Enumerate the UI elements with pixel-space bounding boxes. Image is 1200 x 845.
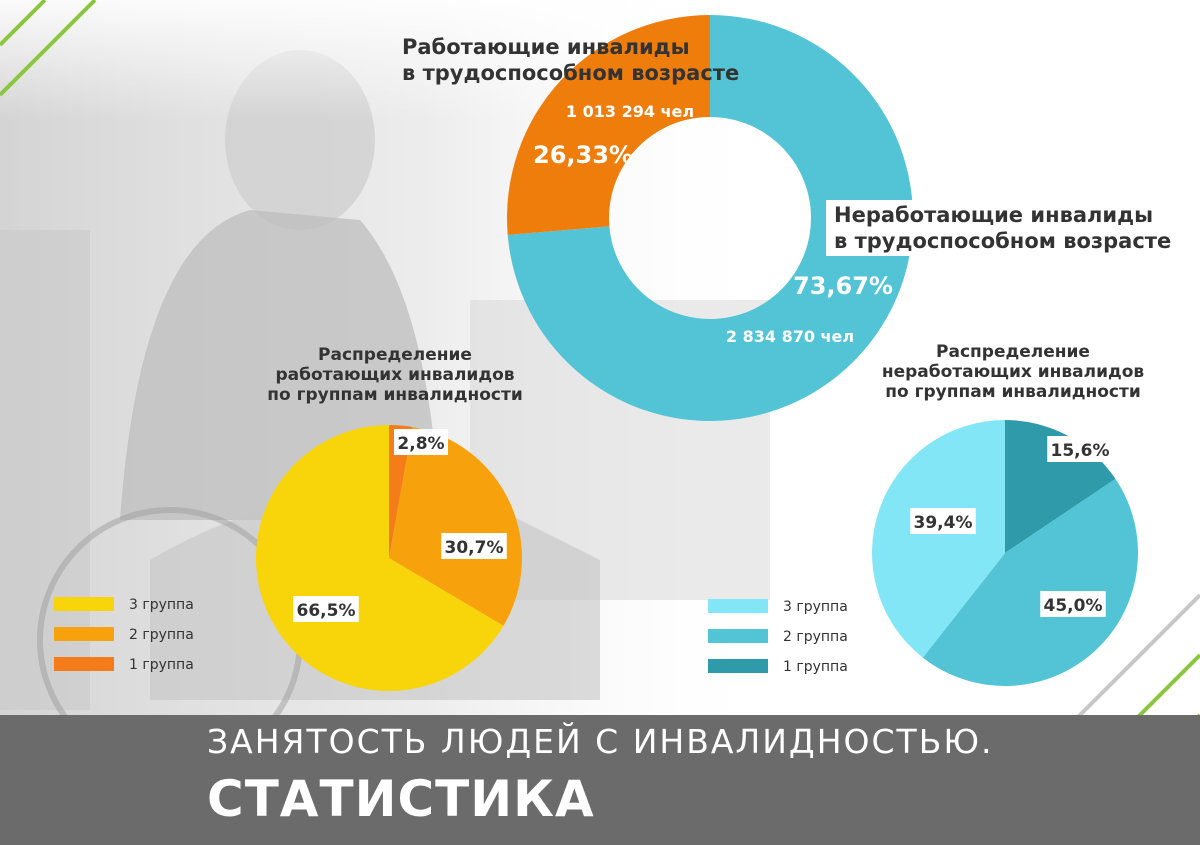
working-pie-title-line1: Распределение: [318, 345, 472, 365]
working-pie-slice-group3: [256, 424, 504, 691]
nonworking-legend-swatch-2: [708, 629, 768, 643]
working-legend-swatch-3: [54, 597, 114, 611]
working-pie-label-box-group3: [293, 596, 359, 622]
working-legend-item-1: 1 группа: [129, 657, 194, 673]
donut-slice-working: [507, 15, 710, 235]
working-pie-label-box-group2: [441, 533, 507, 559]
nonworking-legend-item-1: 1 группа: [783, 659, 848, 675]
nonworking-pie-title: Распределение неработающих инвалидов по …: [858, 342, 1168, 402]
nonworking-pie-slice-group2: [922, 478, 1138, 686]
donut-nonworking-title-line2: в трудоспособном возрасте: [834, 229, 1172, 253]
working-pie-label-group1: 2,8%: [397, 434, 444, 454]
donut-nonworking-count-label: 2 834 870 чел: [726, 327, 854, 346]
working-pie-title-line2: работающих инвалидов: [275, 365, 515, 385]
footer-subtitle: СТАТИСТИКА: [207, 770, 595, 828]
working-pie-chart: 2,8% 30,7% 66,5%: [256, 424, 522, 691]
nonworking-legend-swatch-3: [708, 599, 768, 613]
donut-working-title: Работающие инвалиды в трудоспособном воз…: [402, 34, 739, 86]
working-pie-title-line3: по группам инвалидности: [267, 385, 523, 405]
working-pie-label-group3: 66,5%: [297, 601, 356, 621]
working-pie-slice-group1: [389, 425, 413, 558]
nonworking-pie-slice-group3: [872, 420, 1005, 658]
donut-nonworking-percent-label: 73,67%: [793, 272, 893, 300]
donut-working-title-line1: Работающие инвалиды: [402, 35, 690, 59]
donut-working-title-line2: в трудоспособном возрасте: [402, 61, 740, 85]
working-pie-title: Распределение работающих инвалидов по гр…: [240, 345, 550, 405]
working-pie-slice-group2: [389, 427, 522, 626]
working-pie-label-box-group1: [394, 429, 448, 455]
nonworking-pie-title-line3: по группам инвалидности: [885, 382, 1141, 402]
nonworking-pie-chart: 15,6% 45,0% 39,4%: [872, 420, 1138, 686]
working-legend-swatch-2: [54, 627, 114, 641]
donut-nonworking-title-line1: Неработающие инвалиды: [834, 203, 1154, 227]
footer-bar: [0, 715, 1200, 845]
nonworking-pie-label-box-group1: [1047, 436, 1113, 462]
working-pie-label-group2: 30,7%: [445, 538, 504, 558]
nonworking-pie-label-box-group3: [910, 508, 976, 534]
nonworking-pie-label-box-group2: [1040, 591, 1106, 617]
nonworking-legend-swatch-1: [708, 659, 768, 673]
donut-slice-nonworking: [507, 15, 913, 421]
working-pie-legend: 3 группа 2 группа 1 группа: [54, 597, 194, 673]
nonworking-pie-title-line2: неработающих инвалидов: [881, 362, 1145, 382]
nonworking-pie-label-group2: 45,0%: [1044, 596, 1103, 616]
nonworking-pie-label-group3: 39,4%: [914, 513, 973, 533]
donut-nonworking-title: Неработающие инвалиды в трудоспособном в…: [826, 200, 1180, 256]
nonworking-pie-label-group1: 15,6%: [1051, 441, 1110, 461]
nonworking-legend-item-3: 3 группа: [783, 599, 848, 615]
working-legend-item-3: 3 группа: [129, 597, 194, 613]
donut-working-count-label: 1 013 294 чел: [566, 102, 694, 121]
working-legend-item-2: 2 группа: [129, 627, 194, 643]
nonworking-legend-item-2: 2 группа: [783, 629, 848, 645]
footer-title: ЗАНЯТОСТЬ ЛЮДЕЙ С ИНВАЛИДНОСТЬЮ.: [207, 722, 994, 761]
working-legend-swatch-1: [54, 657, 114, 671]
nonworking-pie-title-line1: Распределение: [936, 342, 1090, 362]
donut-working-percent-label: 26,33%: [533, 141, 633, 169]
nonworking-pie-legend: 3 группа 2 группа 1 группа: [708, 599, 848, 675]
